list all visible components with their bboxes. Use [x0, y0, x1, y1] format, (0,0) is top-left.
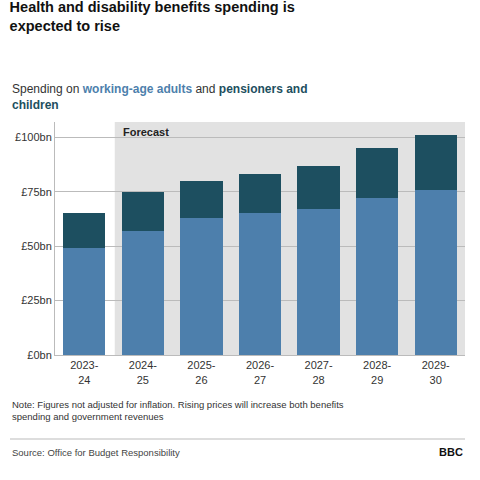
svg-text:Forecast: Forecast [123, 126, 169, 138]
svg-text:Spending on working-age adults: Spending on working-age adults and pensi… [12, 82, 307, 112]
svg-text:2027-28: 2027-28 [304, 359, 332, 385]
svg-text:2028-29: 2028-29 [363, 359, 391, 385]
svg-text:Note: Figures not adjusted for: Note: Figures not adjusted for inflation… [12, 399, 344, 422]
svg-text:Health and disability benefits: Health and disability benefits spending … [10, 0, 295, 34]
svg-text:BBC: BBC [439, 446, 463, 458]
svg-text:2024-25: 2024-25 [129, 359, 157, 385]
svg-text:£50bn: £50bn [21, 240, 52, 252]
svg-text:£75bn: £75bn [21, 186, 52, 198]
svg-text:2029-30: 2029-30 [422, 359, 450, 385]
svg-text:2023-24: 2023-24 [70, 359, 98, 385]
svg-text:£0bn: £0bn [27, 349, 51, 361]
svg-text:£25bn: £25bn [21, 294, 52, 306]
svg-text:2026-27: 2026-27 [246, 359, 274, 385]
svg-text:£100bn: £100bn [15, 131, 52, 143]
svg-text:Source: Office for Budget Resp: Source: Office for Budget Responsibility [12, 447, 180, 458]
svg-text:2025-26: 2025-26 [187, 359, 215, 385]
